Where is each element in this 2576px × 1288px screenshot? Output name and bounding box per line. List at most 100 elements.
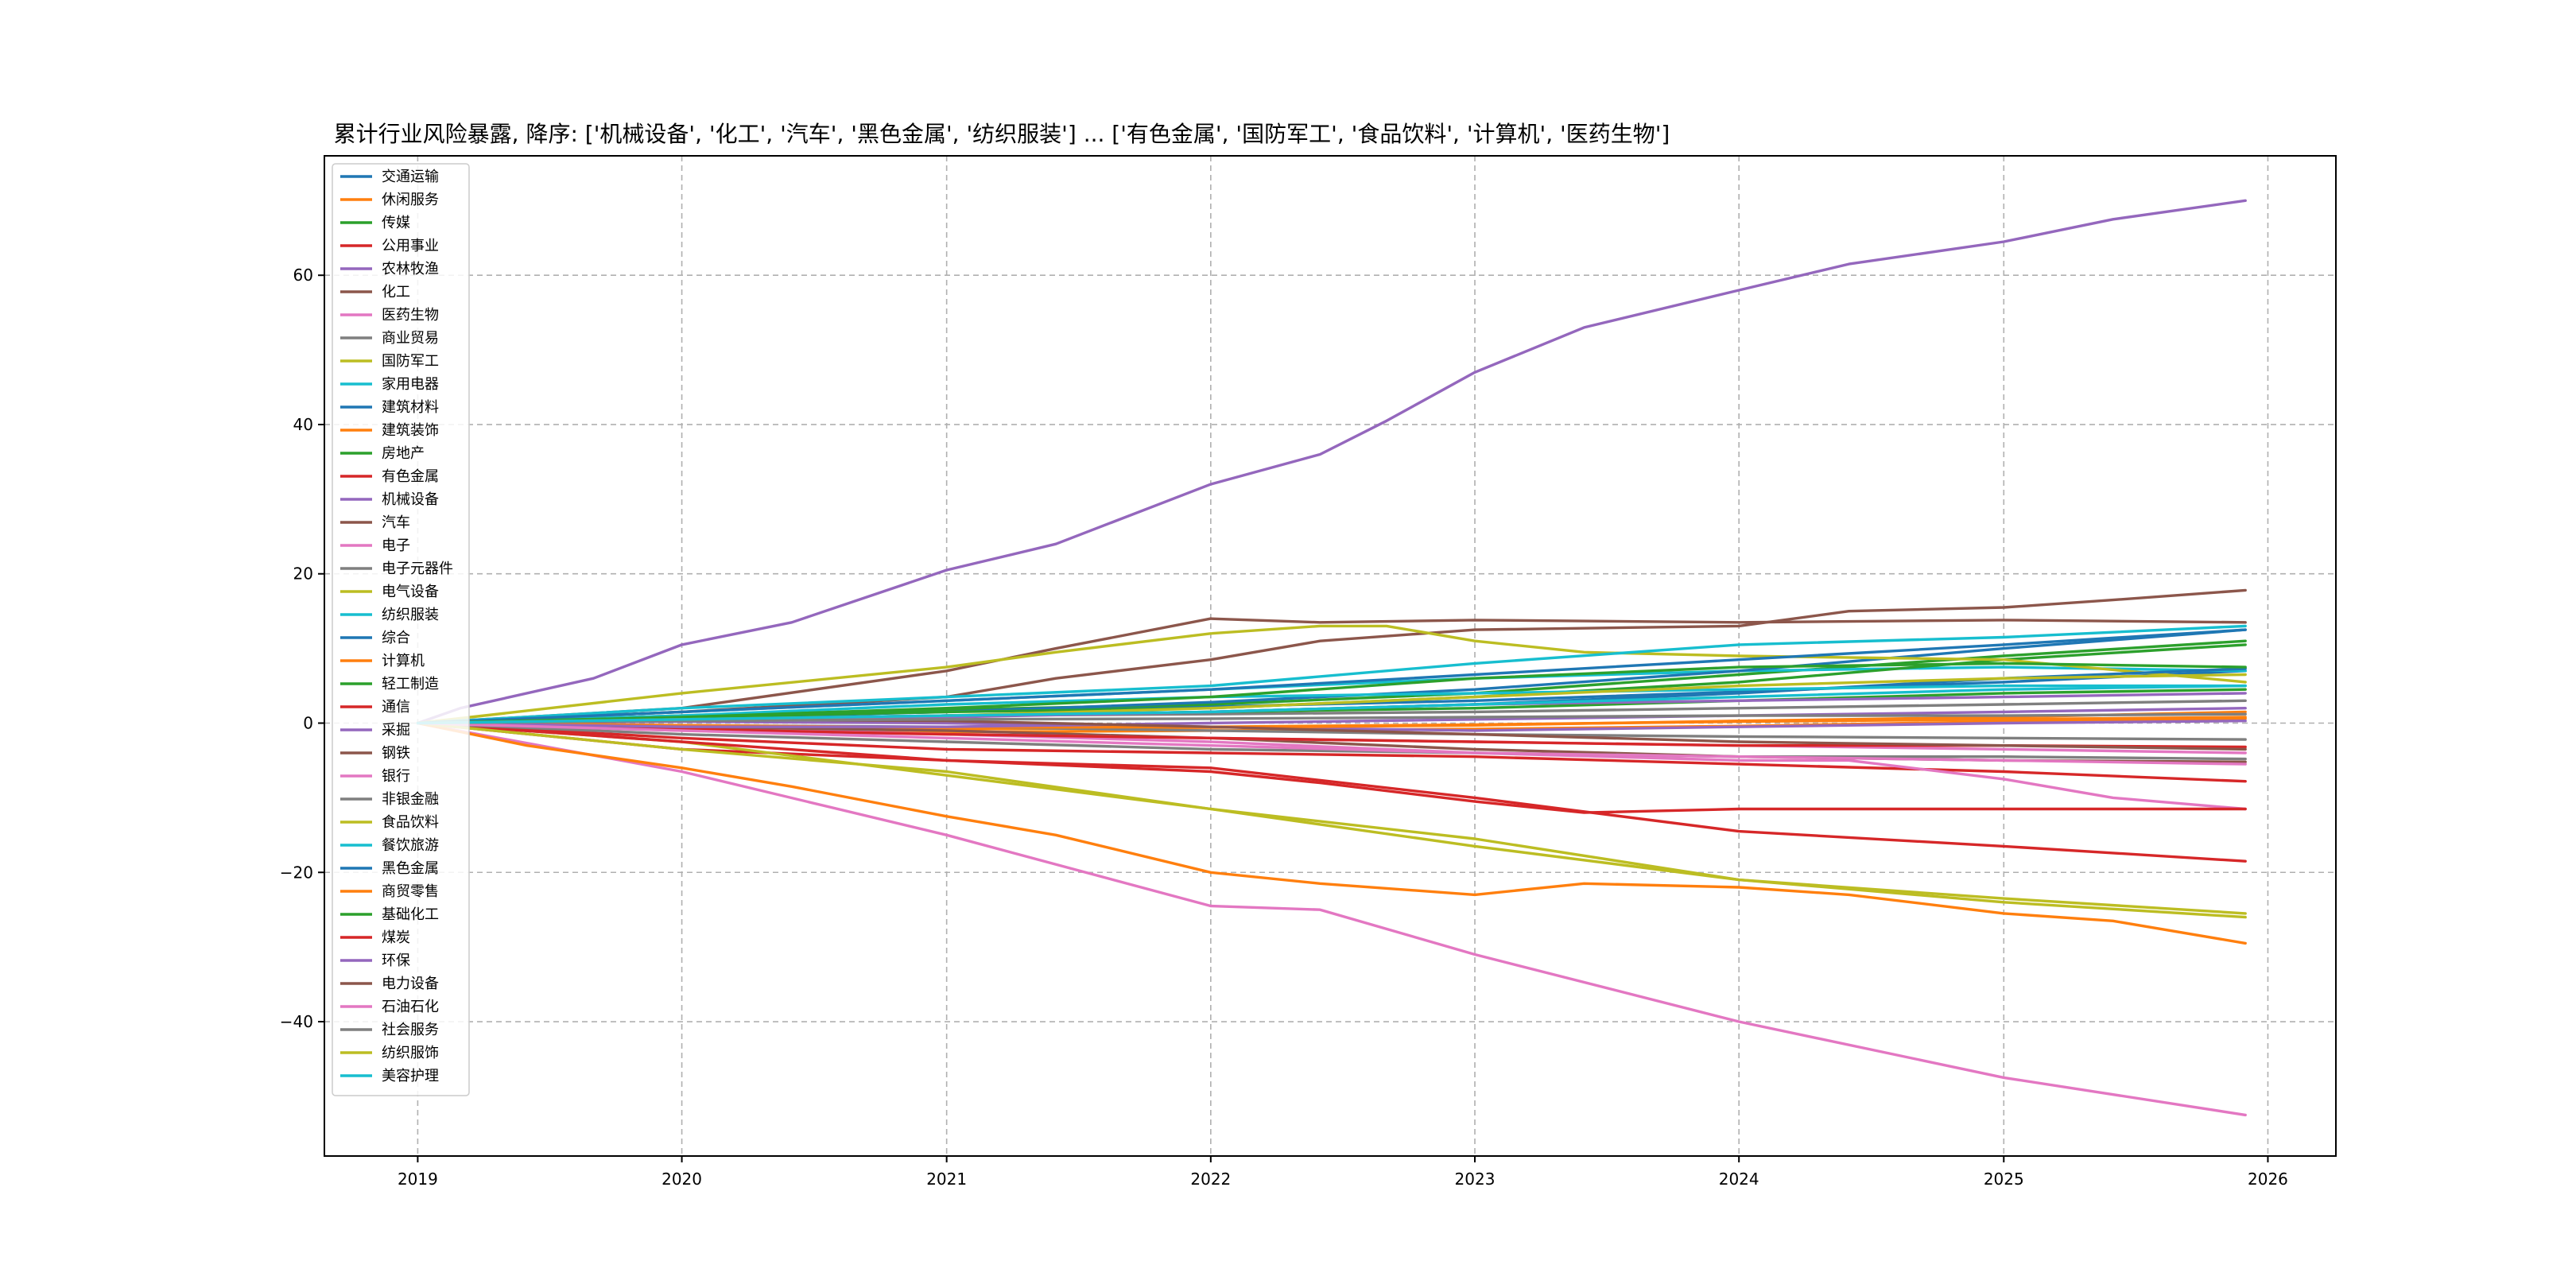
legend-entry: 计算机 [340, 653, 425, 669]
series-line-7 [416, 721, 2247, 1117]
legend-entry: 商业贸易 [340, 330, 439, 347]
legend-label: 纺织服装 [382, 607, 439, 623]
legend-entry: 食品饮料 [340, 814, 439, 831]
legend-entry: 建筑装饰 [340, 422, 439, 439]
legend-label: 传媒 [382, 215, 410, 231]
legend-label: 纺织服饰 [382, 1045, 439, 1061]
legend-label: 钢铁 [382, 745, 410, 762]
chart-title: 累计行业风险暴露, 降序: ['机械设备', '化工', '汽车', '黑色金属… [334, 121, 1670, 147]
legend-label: 汽车 [382, 514, 410, 531]
legend-entry: 公用事业 [340, 238, 439, 254]
legend-label: 商业贸易 [382, 330, 439, 347]
x-tick-label: 2023 [1455, 1170, 1496, 1189]
legend-entry: 基础化工 [340, 906, 439, 923]
legend-entry: 社会服务 [340, 1022, 439, 1038]
y-axis: −40 −20 0 20 40 60 [280, 266, 324, 1031]
grid-layer [324, 156, 2336, 1156]
legend-entry: 房地产 [340, 445, 425, 462]
legend-label: 建筑装饰 [382, 422, 439, 439]
legend-label: 采掘 [382, 722, 410, 739]
series-line-31 [416, 628, 2247, 725]
legend-entry: 石油石化 [340, 999, 439, 1015]
legend-entry: 美容护理 [340, 1068, 439, 1084]
legend-label: 农林牧渔 [382, 261, 439, 277]
legend-label: 美容护理 [382, 1068, 439, 1084]
legend-label: 国防军工 [382, 353, 439, 370]
legend-label: 房地产 [382, 445, 425, 462]
legend-label: 银行 [382, 768, 410, 785]
legend-entry: 纺织服饰 [340, 1045, 439, 1061]
legend-entry: 化工 [340, 284, 410, 301]
plot-frame [324, 155, 2337, 1157]
series-line-20 [416, 624, 2247, 725]
legend-label: 建筑材料 [382, 399, 439, 416]
series-layer [416, 199, 2247, 1117]
legend-label: 电力设备 [382, 976, 439, 992]
legend-entry: 电子元器件 [340, 561, 453, 577]
legend-entry: 家用电器 [340, 376, 439, 393]
x-tick-label: 2020 [661, 1170, 702, 1189]
legend-label: 食品饮料 [382, 814, 439, 831]
legend-label: 煤炭 [382, 929, 410, 946]
legend-entry: 综合 [340, 630, 410, 646]
legend-entry: 建筑材料 [340, 399, 439, 416]
legend-label: 综合 [382, 630, 410, 646]
x-tick-label: 2021 [926, 1170, 967, 1189]
legend-entry: 煤炭 [340, 929, 410, 946]
series-line-29 [416, 721, 2247, 919]
y-tick-label: 20 [293, 564, 313, 584]
legend-label: 非银金融 [382, 791, 439, 808]
legend-label: 石油石化 [382, 999, 439, 1015]
series-line-28 [416, 721, 2247, 761]
series-line-35 [416, 707, 2247, 728]
legend-label: 电气设备 [382, 584, 439, 600]
legend-entry: 机械设备 [340, 491, 439, 508]
series-line-38 [416, 712, 2247, 725]
x-tick-label: 2024 [1719, 1170, 1759, 1189]
legend-label: 机械设备 [382, 491, 439, 508]
series-line-40 [416, 684, 2247, 725]
legend: 交通运输休闲服务传媒公用事业农林牧渔化工医药生物商业贸易国防军工家用电器建筑材料… [332, 163, 470, 1096]
y-tick-label: 0 [303, 713, 313, 732]
legend-label: 餐饮旅游 [382, 837, 439, 854]
legend-label: 有色金属 [382, 468, 439, 485]
legend-entry: 黑色金属 [340, 860, 439, 877]
legend-entry: 电子 [340, 537, 410, 554]
series-line-15 [416, 199, 2247, 725]
legend-entry: 汽车 [340, 514, 410, 531]
legend-entry: 农林牧渔 [340, 261, 439, 277]
legend-label: 电子元器件 [382, 561, 453, 577]
legend-entry: 采掘 [340, 722, 410, 739]
y-tick-label: −40 [280, 1012, 313, 1031]
legend-entry: 餐饮旅游 [340, 837, 439, 854]
series-line-37 [416, 721, 2247, 766]
legend-entry: 交通运输 [340, 169, 439, 185]
legend-label: 电子 [382, 537, 410, 554]
legend-box [332, 163, 470, 1096]
series-line-14 [416, 721, 2247, 783]
legend-entry: 国防军工 [340, 353, 439, 370]
legend-entry: 商贸零售 [340, 883, 439, 900]
x-tick-label: 2022 [1190, 1170, 1231, 1189]
legend-entry: 轻工制造 [340, 676, 439, 692]
series-line-33 [416, 661, 2247, 725]
legend-entry: 银行 [340, 768, 410, 785]
legend-label: 计算机 [382, 653, 425, 669]
legend-entry: 非银金融 [340, 791, 439, 808]
legend-label: 家用电器 [382, 376, 439, 393]
legend-label: 化工 [382, 284, 410, 301]
legend-label: 医药生物 [382, 307, 439, 324]
y-tick-label: 60 [293, 266, 313, 285]
legend-entry: 休闲服务 [340, 192, 439, 208]
x-tick-label: 2019 [398, 1170, 438, 1189]
legend-entry: 传媒 [340, 215, 410, 231]
legend-label: 黑色金属 [382, 860, 439, 877]
series-line-4 [416, 721, 2247, 863]
legend-label: 商贸零售 [382, 883, 439, 900]
legend-entry: 通信 [340, 699, 410, 716]
legend-label: 公用事业 [382, 238, 439, 254]
x-tick-label: 2025 [1984, 1170, 2024, 1189]
legend-label: 交通运输 [382, 169, 439, 185]
legend-label: 环保 [382, 952, 410, 969]
